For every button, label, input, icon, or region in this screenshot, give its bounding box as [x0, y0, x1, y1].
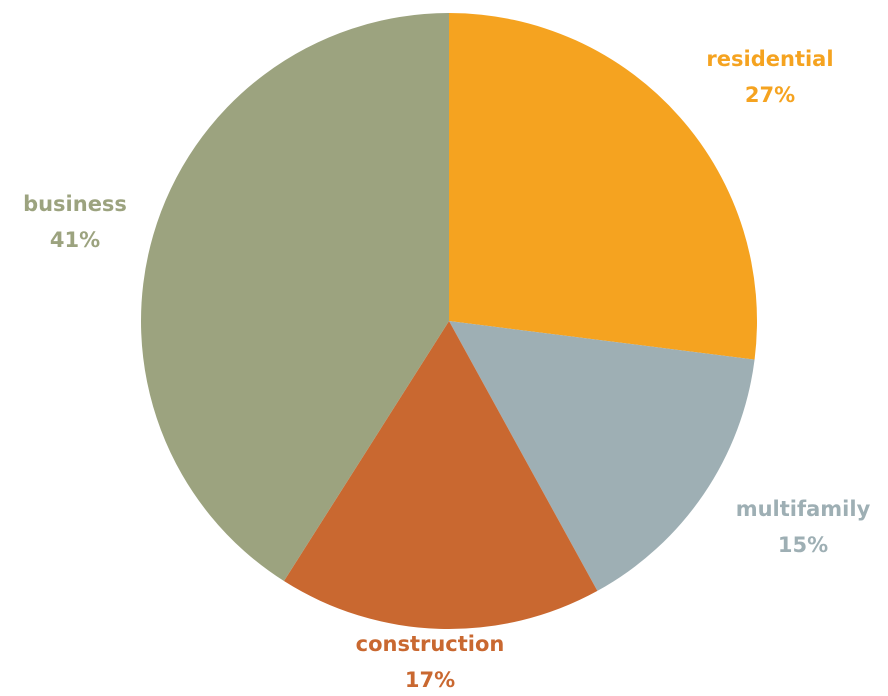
slice-label: construction: [356, 632, 505, 656]
slice-value-label: 15%: [778, 533, 828, 557]
slice-value-label: 27%: [745, 83, 795, 107]
slice-label: residential: [706, 47, 833, 71]
pie-slice: [449, 321, 755, 591]
slice-label: business: [23, 192, 127, 216]
slice-label: multifamily: [736, 497, 871, 521]
slice-value-label: 41%: [50, 228, 100, 252]
pie-slice: [141, 13, 449, 582]
pie-slice: [283, 321, 598, 629]
pie-slice: [449, 13, 757, 360]
slice-value-label: 17%: [405, 668, 455, 692]
